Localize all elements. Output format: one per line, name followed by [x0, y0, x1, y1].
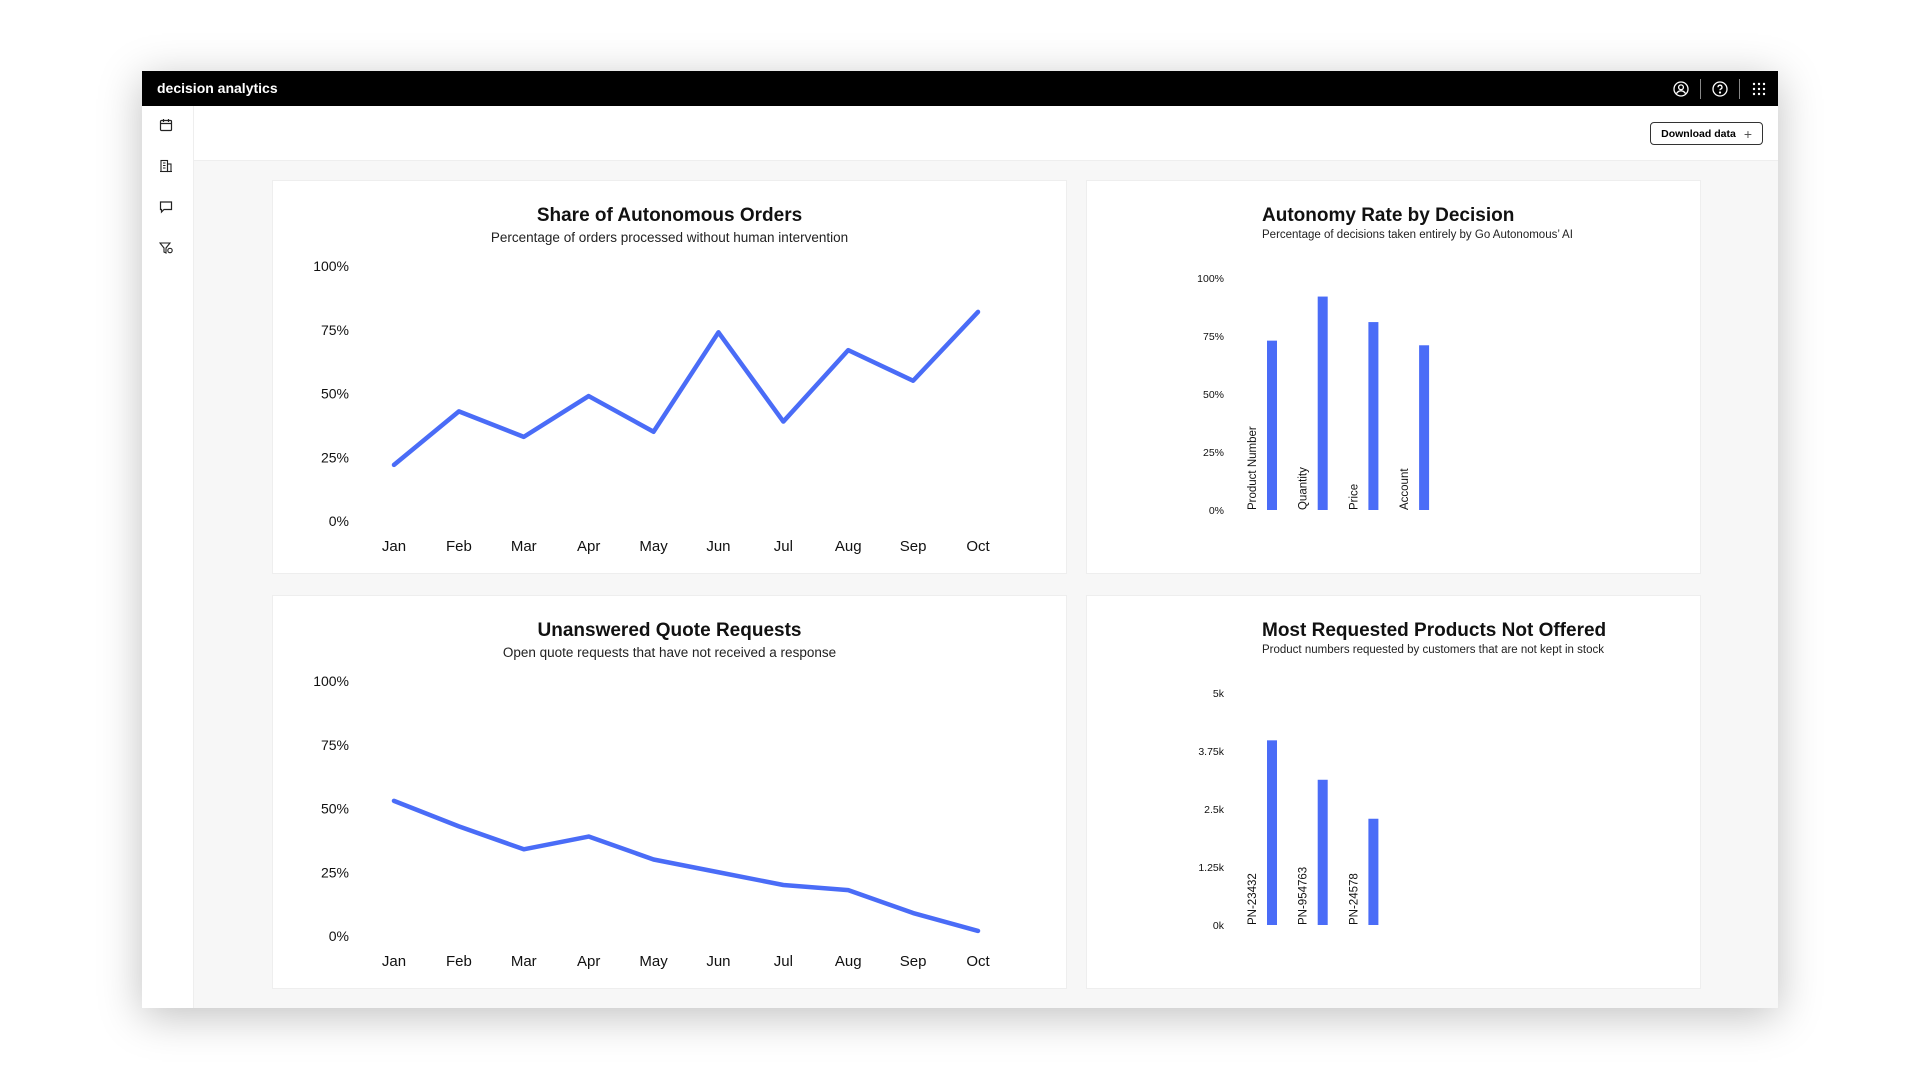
bar	[1368, 322, 1379, 510]
x-tick-label: Product Number	[1247, 426, 1259, 510]
chart-subtitle: Open quote requests that have not receiv…	[502, 645, 837, 660]
series-line	[391, 309, 981, 468]
chart-title: Autonomy Rate by Decision	[1262, 205, 1515, 226]
x-tick-label: May	[639, 953, 668, 970]
x-tick-label: Jun	[706, 538, 730, 555]
x-tick-label: PN-23432	[1247, 873, 1259, 925]
y-tick-label: 3.75k	[1198, 746, 1224, 758]
y-tick-label: 25%	[1203, 447, 1224, 459]
plus-icon: +	[1743, 125, 1752, 142]
x-tick-label: Apr	[577, 538, 600, 555]
y-tick-label: 100%	[313, 258, 349, 274]
apps-grid-icon[interactable]	[1748, 78, 1770, 100]
chart-title: Unanswered Quote Requests	[537, 620, 802, 641]
calendar-icon[interactable]	[159, 118, 177, 136]
user-circle-icon[interactable]	[1670, 78, 1692, 100]
y-tick-label: 100%	[1197, 273, 1224, 285]
top-bar: decision analytics	[142, 71, 1778, 106]
help-icon[interactable]	[1709, 78, 1731, 100]
y-tick-label: 1.25k	[1198, 862, 1224, 874]
x-tick-label: Jun	[706, 953, 730, 970]
bar	[1419, 345, 1430, 510]
x-tick-label: PN-954763	[1298, 867, 1310, 925]
chat-icon[interactable]	[159, 200, 177, 218]
x-tick-label: Apr	[577, 953, 600, 970]
x-tick-label: Jul	[774, 953, 793, 970]
x-tick-label: Jan	[382, 953, 406, 970]
y-tick-label: 25%	[321, 864, 349, 880]
x-tick-label: Oct	[966, 953, 990, 970]
x-tick-label: Feb	[446, 538, 472, 555]
toolbar: Download data +	[194, 106, 1778, 161]
y-tick-label: 0%	[1209, 505, 1224, 517]
x-tick-label: May	[639, 538, 668, 555]
building-icon[interactable]	[159, 159, 177, 177]
y-tick-label: 0k	[1213, 920, 1225, 932]
chart-card-autonomy-rate: Autonomy Rate by Decision Percentage of …	[1086, 180, 1701, 574]
y-tick-label: 50%	[1203, 389, 1224, 401]
y-tick-label: 0%	[329, 513, 349, 529]
y-tick-label: 75%	[1203, 331, 1224, 343]
x-tick-label: Price	[1348, 484, 1360, 510]
chart-subtitle: Product numbers requested by customers t…	[1262, 644, 1604, 656]
download-label: Download data	[1661, 127, 1736, 140]
x-tick-label: Aug	[835, 953, 862, 970]
x-tick-label: Aug	[835, 538, 862, 555]
download-data-button[interactable]: Download data +	[1650, 122, 1763, 145]
x-tick-label: PN-24578	[1348, 873, 1360, 925]
sidebar	[142, 106, 194, 1008]
bar	[1267, 740, 1277, 925]
chart-subtitle: Percentage of decisions taken entirely b…	[1262, 229, 1573, 241]
x-tick-label: Oct	[966, 538, 990, 555]
divider	[1739, 79, 1740, 99]
x-tick-label: Jul	[774, 538, 793, 555]
bar	[1317, 296, 1328, 510]
chart-card-autonomous-orders: Share of Autonomous Orders Percentage of…	[272, 180, 1067, 574]
chart-subtitle: Percentage of orders processed without h…	[490, 230, 849, 245]
x-tick-label: Quantity	[1298, 467, 1310, 510]
chart-card-unanswered-quotes: Unanswered Quote Requests Open quote req…	[272, 595, 1067, 989]
x-tick-label: Sep	[900, 953, 927, 970]
y-tick-label: 75%	[321, 737, 349, 753]
y-tick-label: 2.5k	[1204, 804, 1225, 816]
bar	[1317, 779, 1328, 925]
divider	[1700, 79, 1701, 99]
bar	[1267, 340, 1277, 510]
y-tick-label: 50%	[321, 801, 349, 817]
chart-title: Most Requested Products Not Offered	[1262, 620, 1607, 641]
x-tick-label: Mar	[511, 538, 537, 555]
chart-svg: 0% 25% 50% 75% 100% Jan Feb Mar Apr May Jun Jul Aug S…	[313, 258, 990, 555]
filter-settings-icon[interactable]	[158, 241, 177, 259]
y-tick-label: 5k	[1213, 688, 1225, 700]
chart-title: Share of Autonomous Orders	[536, 205, 803, 226]
x-tick-label: Account	[1399, 468, 1411, 510]
x-tick-label: Sep	[900, 538, 927, 555]
chart-card-products-not-offered: Most Requested Products Not Offered Prod…	[1086, 595, 1701, 989]
y-tick-label: 25%	[321, 449, 349, 465]
y-tick-label: 75%	[321, 322, 349, 338]
series-line	[391, 798, 981, 934]
bar	[1368, 818, 1379, 925]
y-tick-label: 100%	[313, 673, 349, 689]
x-tick-label: Feb	[446, 953, 472, 970]
y-tick-label: 50%	[321, 386, 349, 402]
y-tick-label: 0%	[329, 928, 349, 944]
app-title: decision analytics	[157, 80, 278, 96]
x-tick-label: Jan	[382, 538, 406, 555]
chart-svg: 0k 1.25k 2.5k 3.75k 5k PN-23432 PN-954763 PN-24…	[1198, 688, 1379, 932]
chart-svg: 0% 25% 50% 75% 100% Jan Feb Mar Apr May Jun Jul Aug S…	[313, 673, 990, 970]
chart-svg: 0% 25% 50% 75% 100% Product Number Quantity Pri…	[1197, 273, 1430, 517]
x-tick-label: Mar	[511, 953, 537, 970]
